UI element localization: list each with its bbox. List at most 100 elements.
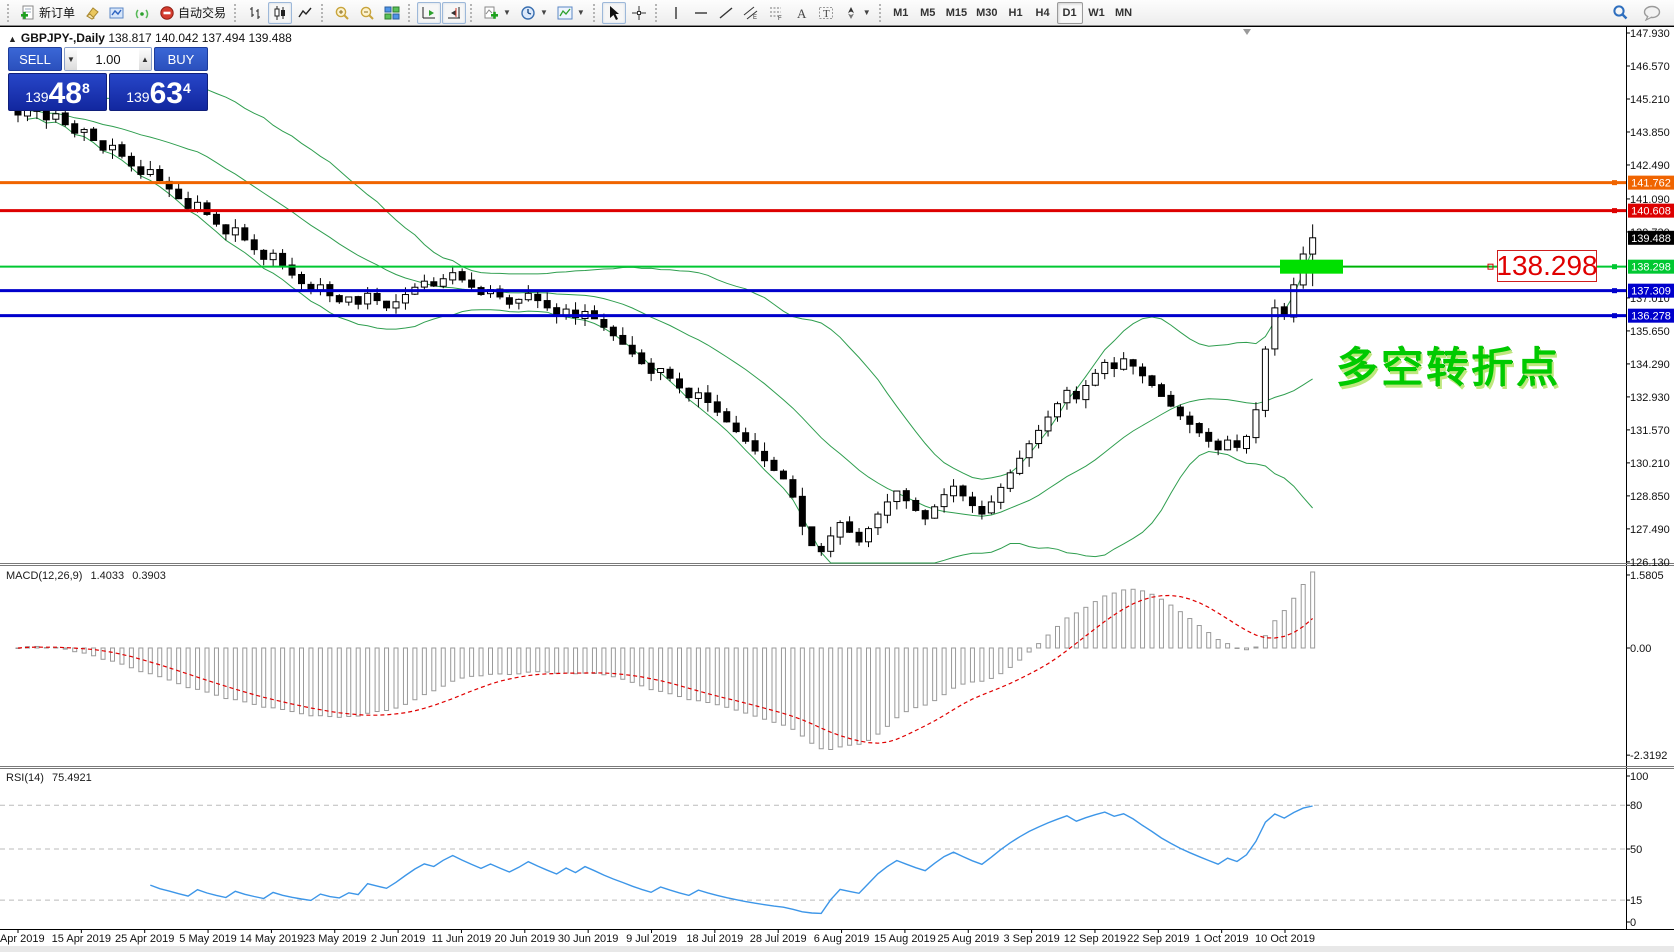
bear-candle-body <box>638 352 646 365</box>
autotrade-button[interactable]: 自动交易 <box>155 2 230 24</box>
macd-histogram-bar <box>204 647 210 693</box>
toolbar-grip[interactable] <box>470 3 475 22</box>
timeframe-m1-button[interactable]: M1 <box>893 6 909 19</box>
auto-scroll-button[interactable] <box>417 1 442 24</box>
macd-histogram-bar <box>941 647 947 696</box>
macd-histogram-bar <box>1234 647 1240 649</box>
toolbar-grip[interactable] <box>592 3 598 22</box>
vertical-line-button[interactable] <box>664 2 688 24</box>
text-label-button[interactable]: T <box>814 2 838 24</box>
tile-windows-button[interactable] <box>380 2 404 24</box>
timeframe-m15-button[interactable]: M15 <box>945 6 968 19</box>
highlight-zone[interactable] <box>1280 259 1494 274</box>
timeframe-d1-button[interactable]: D1 <box>1056 1 1083 24</box>
eraser-button[interactable] <box>80 2 104 24</box>
cursor-button[interactable] <box>601 1 626 24</box>
highlight-zone-rect[interactable] <box>1280 259 1343 274</box>
sell-price-prefix: 139 <box>25 89 49 105</box>
timeframe-mn-button[interactable]: MN <box>1114 6 1133 19</box>
arrows-button[interactable]: ▼ <box>839 2 875 24</box>
date-axis[interactable]: 5 Apr 2019 15 Apr 2019 25 Apr 2019 5 May 20… <box>0 929 1315 945</box>
trendline-button[interactable] <box>714 2 738 24</box>
new-order-button[interactable]: 新订单 <box>16 2 79 24</box>
macd-histogram-bar <box>450 647 456 682</box>
svg-text:F: F <box>778 16 782 21</box>
bear-candle-body <box>71 123 79 134</box>
bull-candle-body <box>1082 384 1090 401</box>
timeframe-h1-button[interactable]: H1 <box>1008 6 1023 19</box>
macd-histogram-bar <box>1158 598 1164 649</box>
volume-increase-button[interactable]: ▲ <box>138 48 151 70</box>
price-callout-label[interactable]: 138.298 <box>1496 250 1598 282</box>
templates-button[interactable]: ▼ <box>553 2 589 24</box>
macd-histogram-bar <box>648 647 654 691</box>
bear-candle-body <box>628 344 636 355</box>
channel-button[interactable]: E <box>739 2 763 24</box>
chart-annotation-text[interactable]: 多空转折点 <box>1336 344 1562 391</box>
line-chart-button[interactable] <box>293 2 317 24</box>
text-button[interactable]: A <box>789 2 813 24</box>
indicators-icon <box>483 5 499 21</box>
macd-histogram-bar <box>393 647 399 709</box>
search-icon <box>1612 4 1629 21</box>
zoom-out-button[interactable] <box>355 2 379 24</box>
bull-candle-body <box>269 252 277 261</box>
horizontal-level-lines[interactable] <box>0 180 1626 319</box>
timeframe-w1-button[interactable]: W1 <box>1088 6 1105 19</box>
macd-axis-label: 1.5805 <box>1630 570 1664 582</box>
macd-histogram-bar <box>421 647 427 696</box>
horizontal-line-icon <box>693 5 709 21</box>
chart-shift-button[interactable] <box>442 1 467 24</box>
zoom-in-button[interactable] <box>330 2 354 24</box>
chart-shift-marker[interactable] <box>1243 29 1251 35</box>
collapse-panel-icon[interactable]: ▲ <box>8 34 17 44</box>
bear-candle-body <box>61 112 69 126</box>
bear-candle-body <box>902 490 910 502</box>
buy-button[interactable]: BUY <box>154 47 208 71</box>
macd-histogram-bar <box>714 647 720 706</box>
charts-window-button[interactable] <box>105 2 129 24</box>
bull-candle-body <box>1006 472 1014 489</box>
macd-axis-label: 0.00 <box>1630 643 1651 655</box>
chat-button[interactable] <box>1639 2 1666 24</box>
new-order-icon <box>20 5 36 21</box>
buy-price-display[interactable]: 139 63 4 <box>109 73 208 111</box>
toolbar-grip[interactable] <box>878 3 884 22</box>
toolbar-grip[interactable] <box>408 3 413 22</box>
toolbar-grip[interactable] <box>654 3 660 22</box>
periods-button[interactable]: ▼ <box>516 2 552 24</box>
date-tick-label: 11 Jun 2019 <box>432 933 492 945</box>
fibonacci-icon: F <box>768 5 784 21</box>
toolbar-grip[interactable] <box>234 3 239 22</box>
horizontal-line-button[interactable] <box>689 2 713 24</box>
bull-candle-body <box>950 485 958 497</box>
bull-candle-body <box>1044 416 1052 432</box>
search-button[interactable] <box>1608 2 1633 24</box>
macd-histogram-bar <box>1111 592 1117 649</box>
macd-histogram-bar <box>790 647 796 730</box>
fibonacci-button[interactable]: F <box>764 2 788 24</box>
bull-candle-body <box>893 490 901 503</box>
signal-button[interactable] <box>130 2 154 24</box>
sell-price-display[interactable]: 139 48 8 <box>8 73 107 111</box>
callout-anchor <box>1487 263 1494 270</box>
bar-chart-button[interactable] <box>243 2 267 24</box>
price-badge-label: 139.488 <box>1631 233 1671 245</box>
volume-decrease-button[interactable]: ▼ <box>65 48 78 70</box>
sell-button[interactable]: SELL <box>8 47 62 71</box>
crosshair-button[interactable] <box>627 2 651 24</box>
toolbar-grip[interactable] <box>7 3 12 22</box>
timeframe-m30-button[interactable]: M30 <box>976 6 998 19</box>
date-tick-label: 20 Jun 2019 <box>495 933 556 945</box>
macd-histogram-bar <box>743 647 749 714</box>
candlestick-button[interactable] <box>268 1 293 24</box>
timeframe-h4-button[interactable]: H4 <box>1035 6 1050 19</box>
macd-histogram-bar <box>724 647 730 708</box>
indicators-button[interactable]: ▼ <box>479 2 515 24</box>
volume-input[interactable] <box>77 48 139 70</box>
timeframe-m5-button[interactable]: M5 <box>920 6 936 19</box>
cursor-icon <box>606 5 622 21</box>
svg-text:E: E <box>753 15 757 21</box>
toolbar-grip[interactable] <box>321 3 326 22</box>
buy-price-sup: 4 <box>182 80 191 96</box>
